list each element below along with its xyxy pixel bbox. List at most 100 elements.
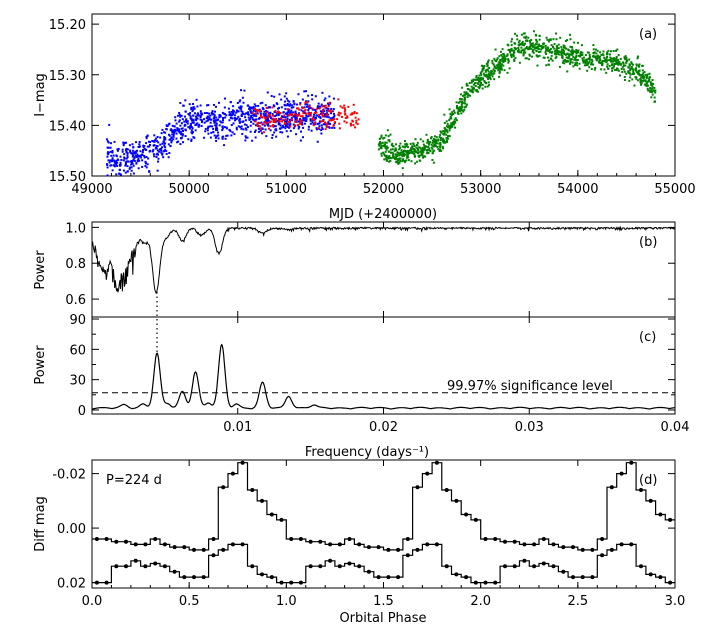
data-point: [257, 104, 260, 107]
data-point: [491, 70, 494, 73]
data-point: [327, 121, 330, 124]
data-point: [351, 120, 354, 123]
data-point: [575, 52, 578, 55]
data-point: [569, 38, 572, 41]
data-point: [177, 140, 180, 143]
data-point: [321, 113, 324, 116]
data-point: [171, 133, 174, 136]
data-point: [286, 108, 289, 111]
data-point: [491, 59, 494, 62]
data-point: [633, 72, 636, 75]
data-point: [404, 153, 407, 156]
data-point: [484, 85, 487, 88]
data-point: [111, 151, 114, 154]
data-point: [438, 150, 441, 153]
data-point: [301, 136, 304, 139]
data-point: [110, 160, 113, 163]
data-point: [567, 49, 570, 52]
data-point: [160, 147, 163, 150]
data-point: [334, 121, 337, 124]
data-point: [109, 164, 112, 167]
data-point: [216, 127, 219, 130]
data-point: [495, 67, 498, 70]
data-point: [276, 119, 279, 122]
data-point: [434, 143, 437, 146]
data-point: [117, 147, 120, 150]
data-point: [265, 115, 268, 118]
data-point: [448, 108, 451, 111]
data-point: [136, 149, 139, 152]
data-point: [584, 61, 587, 64]
data-point: [534, 33, 537, 36]
data-point: [587, 51, 590, 54]
data-point: [217, 101, 220, 104]
data-point: [197, 125, 200, 128]
data-point: [277, 123, 280, 126]
data-point: [574, 58, 577, 61]
data-point: [278, 120, 281, 123]
data-point: [307, 128, 310, 131]
data-point: [596, 49, 599, 52]
data-point: [506, 54, 509, 57]
data-point: [273, 131, 276, 134]
data-point: [400, 149, 403, 152]
data-point: [510, 56, 513, 59]
data-point: [221, 129, 224, 132]
data-point: [401, 155, 404, 158]
data-point: [635, 77, 638, 80]
data-point: [279, 124, 282, 127]
data-point: [449, 112, 452, 115]
data-point: [445, 139, 448, 142]
data-point: [642, 72, 645, 75]
data-point: [299, 122, 302, 125]
data-point: [553, 43, 556, 46]
data-point: [147, 157, 150, 160]
data-point: [524, 57, 527, 60]
data-point: [651, 87, 654, 90]
data-point: [482, 66, 485, 69]
data-point: [325, 106, 328, 109]
data-point: [289, 125, 292, 128]
data-point: [221, 121, 224, 124]
data-point: [190, 138, 193, 141]
data-point: [512, 53, 515, 56]
data-point: [569, 53, 572, 56]
y-tick-label: 0.02: [57, 577, 86, 592]
data-point: [301, 115, 304, 118]
data-point: [106, 146, 109, 149]
data-point: [175, 137, 178, 140]
data-point: [247, 116, 250, 119]
data-point: [258, 125, 261, 128]
x-tick-label: 49000: [71, 182, 112, 197]
data-point: [305, 114, 308, 117]
data-point: [544, 47, 547, 50]
data-point: [166, 124, 169, 127]
data-point: [354, 116, 357, 119]
data-point: [413, 145, 416, 148]
data-point: [184, 135, 187, 138]
data-point: [413, 154, 416, 157]
data-point: [297, 123, 300, 126]
data-point: [399, 160, 402, 163]
data-point: [303, 122, 306, 125]
data-point: [320, 129, 323, 132]
data-point: [562, 50, 565, 53]
data-point: [242, 101, 245, 104]
data-point: [406, 156, 409, 159]
data-point: [597, 55, 600, 58]
data-point: [514, 32, 517, 35]
data-point: [413, 148, 416, 151]
data-point: [263, 124, 266, 127]
data-point: [395, 143, 398, 146]
data-point: [447, 126, 450, 129]
data-point: [499, 67, 502, 70]
data-point: [644, 73, 647, 76]
series-1-points: [251, 98, 360, 134]
data-point: [487, 84, 490, 87]
data-point: [148, 141, 151, 144]
data-point: [182, 141, 185, 144]
data-point: [123, 153, 126, 156]
data-point: [190, 139, 193, 142]
data-point: [211, 113, 214, 116]
